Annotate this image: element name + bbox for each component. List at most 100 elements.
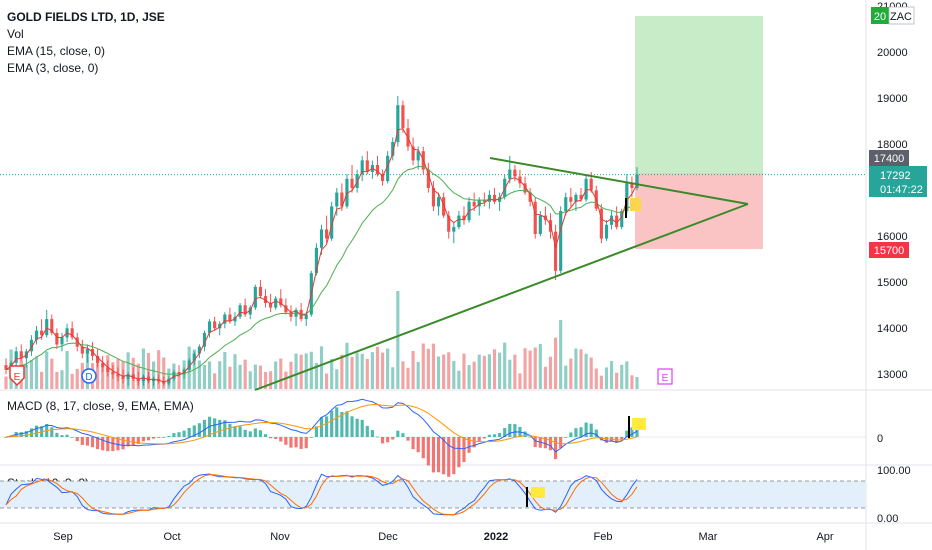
macd-hist-bar <box>594 429 598 437</box>
macd-hist-bar <box>182 430 186 437</box>
macd-hist-bar <box>151 437 156 439</box>
legend-macd[interactable]: MACD (8, 17, close, 9, EMA, EMA) <box>7 399 194 413</box>
trendline-descending[interactable] <box>489 157 749 205</box>
macd-hist-bar <box>431 437 436 473</box>
macd-hist-bar <box>447 437 451 477</box>
volume-bar <box>533 347 537 389</box>
ema15-line <box>5 165 638 375</box>
macd-hist-bar <box>299 437 303 449</box>
candle-body <box>207 321 212 333</box>
earnings-marker-feb[interactable]: E <box>657 368 673 385</box>
currency-badge[interactable] <box>888 6 915 25</box>
macd-hist-bar <box>55 432 59 437</box>
macd-hist-bar <box>579 427 583 437</box>
macd-hist-bar <box>34 425 39 437</box>
volume-bar <box>233 354 237 389</box>
candle-body <box>274 298 278 308</box>
candle-body <box>238 305 242 317</box>
macd-hist-bar <box>350 416 354 437</box>
volume-bar <box>325 373 329 389</box>
macd-hist-bar <box>274 437 278 440</box>
macd-hist-bar <box>513 424 517 437</box>
time-axis[interactable]: Sep Oct Nov Dec 2022 Feb Mar Apr <box>53 531 834 543</box>
volume-bar <box>375 346 380 389</box>
macd-hist-bar <box>599 437 603 441</box>
macd-hist-bar <box>426 437 430 466</box>
volume-bar <box>213 373 217 389</box>
trendline-ascending[interactable] <box>254 203 749 391</box>
volume-bar <box>126 352 130 389</box>
stoch-axis-bottom: 0.00 <box>877 513 898 525</box>
volume-bar <box>146 353 151 389</box>
macd-hist-bar <box>213 418 217 437</box>
macd-hist-bar <box>70 437 74 438</box>
candle-body <box>304 314 308 320</box>
macd-hist-bar <box>85 437 89 446</box>
macd-hist-bar <box>289 437 293 448</box>
volume-bar <box>386 348 390 389</box>
macd-hist-bar <box>604 437 609 443</box>
earnings-marker-sep[interactable]: E <box>9 365 25 387</box>
candle-body <box>34 330 39 340</box>
candle-body <box>269 303 273 308</box>
macd-hist-bar <box>396 430 400 437</box>
macd-hist-bar <box>269 437 273 439</box>
candle-body <box>55 332 59 345</box>
legend-vol[interactable]: Vol <box>7 27 24 41</box>
candle-body <box>19 351 23 359</box>
candle-body <box>442 197 446 216</box>
volume-bar <box>335 369 339 389</box>
candle-body <box>630 183 634 188</box>
dividend-marker-sep[interactable]: D <box>81 368 97 384</box>
candle-body <box>213 321 217 329</box>
candle-body <box>325 229 329 239</box>
volume-bar <box>599 375 603 389</box>
bar-countdown: 01:47:22 <box>880 184 923 196</box>
candle-body <box>177 372 181 375</box>
candle-body <box>345 178 349 207</box>
dividend-marker-label: D <box>85 372 92 383</box>
candle-body <box>457 215 461 228</box>
volume-bar <box>228 366 232 389</box>
volume-bar <box>218 361 222 389</box>
candle-body <box>411 146 415 161</box>
legend-ema15[interactable]: EMA (15, close, 0) <box>7 44 105 58</box>
volume-bar <box>370 352 374 389</box>
macd-hist-bar <box>360 419 364 437</box>
legend-ema3[interactable]: EMA (3, close, 0) <box>7 61 98 75</box>
candle-body <box>559 211 563 271</box>
candle-body <box>121 376 125 379</box>
macd-hist-bar <box>223 420 227 437</box>
candle-body <box>635 174 639 188</box>
volume-bar <box>177 372 181 389</box>
volume-bar <box>635 376 639 389</box>
candle-body <box>569 197 573 202</box>
volume-bar <box>360 353 364 389</box>
macd-highlight-marker <box>632 418 646 430</box>
volume-bar <box>452 360 456 389</box>
price-tick: 18000 <box>877 139 908 151</box>
position-target-zone[interactable] <box>635 16 763 173</box>
candle-body <box>380 174 385 182</box>
macd-hist-bar <box>467 437 471 453</box>
macd-hist-bar <box>279 437 283 442</box>
macd-hist-bar <box>533 437 537 448</box>
candle-body <box>29 339 34 352</box>
macd-hist-bar <box>406 437 410 441</box>
candle-body <box>523 183 527 193</box>
candle-body <box>192 353 196 361</box>
volume-bar <box>416 361 420 389</box>
macd-hist-bar <box>177 432 181 437</box>
candle-body <box>167 378 171 384</box>
macd-hist-bar <box>218 419 222 437</box>
volume-bar <box>55 371 59 389</box>
macd-hist-bar <box>106 437 110 452</box>
candle-body <box>187 360 191 370</box>
position-stop-zone[interactable] <box>635 173 763 249</box>
candle-body <box>45 319 49 336</box>
macd-axis-zero: 0 <box>877 433 883 445</box>
candle-body <box>4 365 8 370</box>
stoch-axis-top: 100.00 <box>877 465 911 477</box>
volume-bar <box>492 349 497 389</box>
